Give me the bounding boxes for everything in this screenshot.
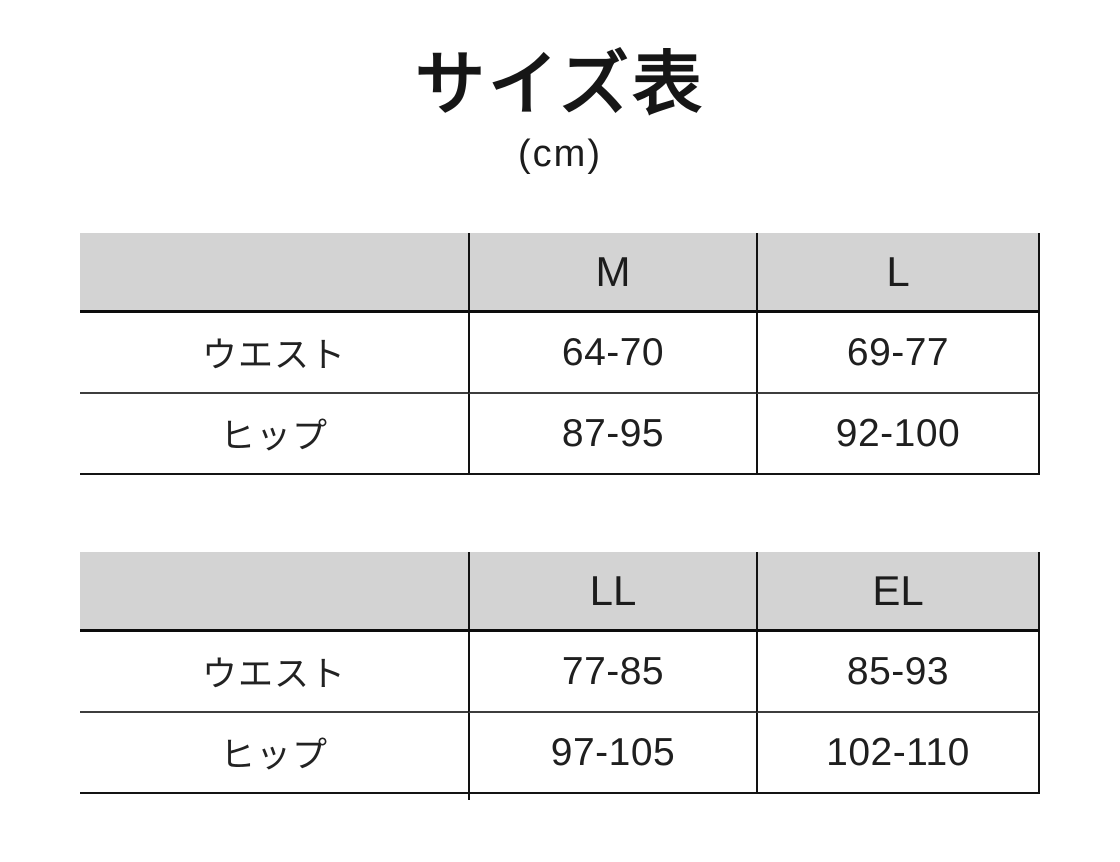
waist-l-value: 69-77	[756, 313, 1040, 394]
row-label-hip: ヒップ	[80, 394, 468, 475]
size-table-m-l: M L ウエスト 64-70 69-77 ヒップ 87-95 92-100	[80, 233, 1040, 475]
corner-cell	[80, 552, 468, 632]
column-header-l: L	[756, 233, 1040, 313]
column-header-m: M	[468, 233, 756, 313]
row-label-waist: ウエスト	[80, 313, 468, 394]
row-label-waist: ウエスト	[80, 632, 468, 713]
column-header-el: EL	[756, 552, 1040, 632]
corner-cell	[80, 233, 468, 313]
waist-el-value: 85-93	[756, 632, 1040, 713]
divider-overshoot	[468, 794, 470, 800]
column-header-ll: LL	[468, 552, 756, 632]
waist-m-value: 64-70	[468, 313, 756, 394]
size-table-ll-el: LL EL ウエスト 77-85 85-93 ヒップ 97-105 102-11…	[80, 552, 1040, 794]
unit-label: (cm)	[518, 133, 602, 175]
hip-m-value: 87-95	[468, 394, 756, 475]
page-title: サイズ表	[415, 45, 705, 123]
row-label-hip: ヒップ	[80, 713, 468, 794]
waist-ll-value: 77-85	[468, 632, 756, 713]
hip-ll-value: 97-105	[468, 713, 756, 794]
hip-l-value: 92-100	[756, 394, 1040, 475]
hip-el-value: 102-110	[756, 713, 1040, 794]
